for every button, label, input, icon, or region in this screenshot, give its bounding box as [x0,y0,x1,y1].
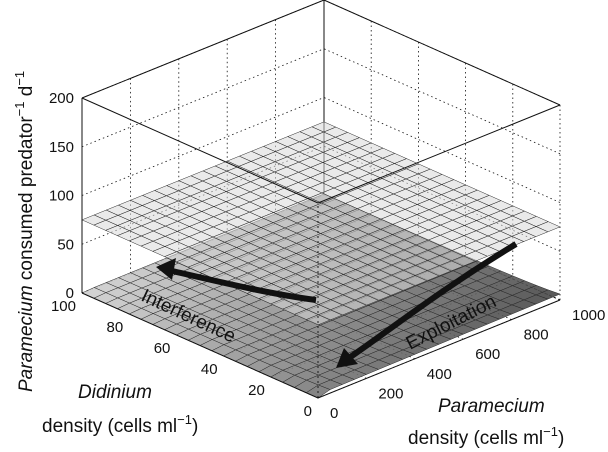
y-tick-label: 20 [248,382,265,399]
z-axis-label: Paramecium consumed predator−1 d−1 [12,71,37,392]
y-axis-label-line2: density (cells ml−1) [42,412,198,437]
z-tick-label: 150 [49,139,74,156]
x-tick-label: 1000 [572,307,605,324]
y-tick-label: 0 [304,403,312,420]
tick-labels: 0501001502000204060801000200400600800100… [49,90,605,422]
plane-cell [305,314,331,326]
y-tick-label: 40 [201,361,218,378]
y-axis-label-line1: Didinium [78,382,152,403]
x-axis-label-line1: Paramecium [438,396,545,417]
x-tick-label: 800 [524,327,549,344]
reference-plane [81,121,561,326]
axis-box-front [81,97,561,399]
box-edge [317,299,561,399]
z-tick-label: 100 [49,188,74,205]
grid-line [81,97,325,196]
x-tick-label: 600 [475,346,500,363]
box-edge [323,0,561,106]
x-tick-label: 200 [378,385,403,402]
z-tick-label: 200 [49,90,74,107]
x-tick-label: 0 [330,405,338,422]
grid-line [81,48,325,148]
exploitation-arrow [336,241,518,368]
box-edge [317,104,561,204]
box-edge [81,97,319,204]
y-tick-label: 100 [51,298,76,315]
x-tick-label: 400 [427,366,452,383]
grid-line [81,0,325,99]
x-axis-label-line2: density (cells ml−1) [408,424,564,449]
interference-arrow [156,258,317,303]
z-tick-label: 50 [57,236,74,253]
y-tick-label: 80 [107,319,124,336]
y-tick-label: 60 [154,340,171,357]
box-edge [81,292,319,399]
z-tick-label: 0 [66,285,74,302]
